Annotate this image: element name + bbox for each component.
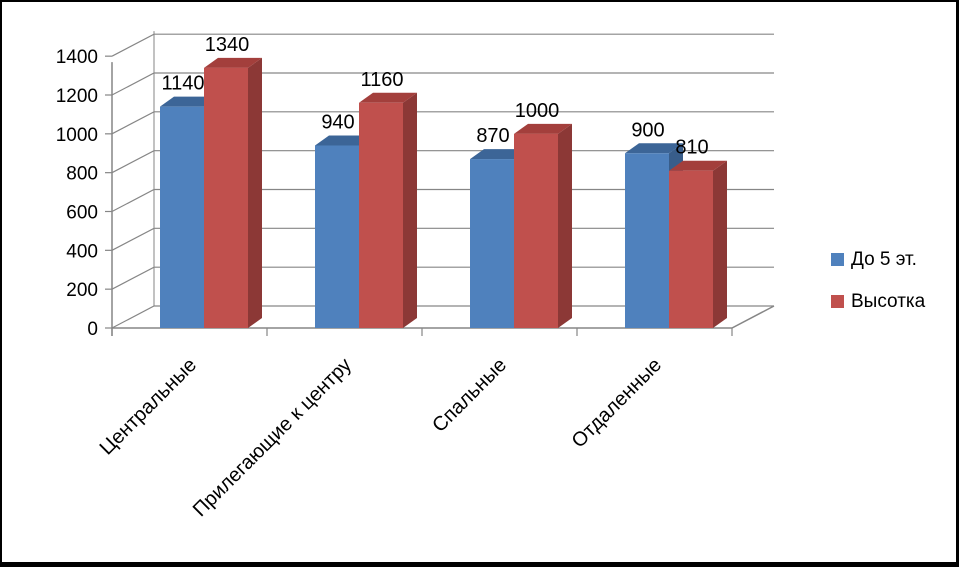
gridline-1000 — [111, 111, 774, 135]
bar-front-face — [204, 67, 248, 329]
data-label-высотка-центральные: 1340 — [205, 34, 250, 56]
bar-высотка-отдаленные — [669, 160, 727, 328]
legend-label-до-5-эт: До 5 эт. — [851, 249, 917, 270]
data-label-высотка-прилегающие-к-центру: 1160 — [360, 69, 403, 91]
bar-side-face — [558, 123, 572, 328]
category-label-отдаленные: Отдаленные — [568, 354, 666, 452]
y-tick-label-400: 400 — [66, 241, 98, 262]
data-label-до-5-эт-центральные: 1140 — [161, 73, 204, 95]
y-tick-label-1400: 1400 — [56, 47, 98, 68]
bar-top-face — [204, 57, 262, 68]
bar-side-face — [403, 92, 417, 329]
y-axis-tick-labels: 0 200 400 600 800 1000 1200 1400 — [56, 47, 98, 340]
category-label-центральные: Центральные — [96, 354, 201, 459]
legend-swatch-до-5-эт — [831, 253, 844, 266]
bar-top-face — [669, 160, 727, 171]
bar-top-face — [160, 96, 218, 107]
bar-высотка-центральные — [204, 57, 262, 329]
legend-label-высотка: Высотка — [851, 291, 926, 312]
data-label-до-5-эт-прилегающие-к-центру: 940 — [321, 111, 354, 133]
bars — [160, 57, 727, 329]
data-label-высотка-отдаленные: 810 — [675, 137, 708, 159]
legend-swatch-высотка — [831, 295, 844, 308]
legend: До 5 эт. Высотка — [831, 249, 926, 312]
y-tick-label-800: 800 — [66, 164, 98, 185]
bar-top-face — [359, 92, 417, 103]
y-tick-label-600: 600 — [66, 203, 98, 224]
gridline-1200 — [111, 72, 774, 96]
category-label-спальные: Спальные — [428, 354, 511, 437]
category-label-прилегающие-к-центру: Прилегающие к центру — [189, 354, 356, 521]
y-tick-label-200: 200 — [66, 280, 98, 301]
y-tick-label-1200: 1200 — [56, 86, 98, 107]
bar-высотка-спальные — [514, 123, 572, 328]
bar-side-face — [248, 57, 262, 329]
data-label-до-5-эт-спальные: 870 — [476, 125, 509, 147]
bar-top-face — [514, 123, 572, 134]
bar-top-face — [625, 143, 683, 154]
y-tick-label-0: 0 — [87, 319, 98, 340]
bar-side-face — [713, 160, 727, 328]
bar-top-face — [315, 135, 373, 146]
bar-front-face — [625, 153, 669, 328]
y-tick-label-1000: 1000 — [56, 125, 98, 146]
gridline-1400 — [111, 33, 774, 57]
bar-высотка-прилегающие-к-центру — [359, 92, 417, 329]
bar-top-face — [470, 149, 528, 160]
bar-front-face — [470, 159, 514, 328]
bar-front-face — [669, 170, 713, 328]
grid-lines — [111, 33, 774, 329]
data-label-высотка-спальные: 1000 — [515, 100, 560, 122]
bar-front-face — [160, 106, 204, 329]
bar-front-face — [514, 133, 558, 328]
data-label-до-5-эт-отдаленные: 900 — [631, 119, 664, 141]
bar-front-face — [359, 102, 403, 329]
bar-front-face — [315, 145, 359, 328]
